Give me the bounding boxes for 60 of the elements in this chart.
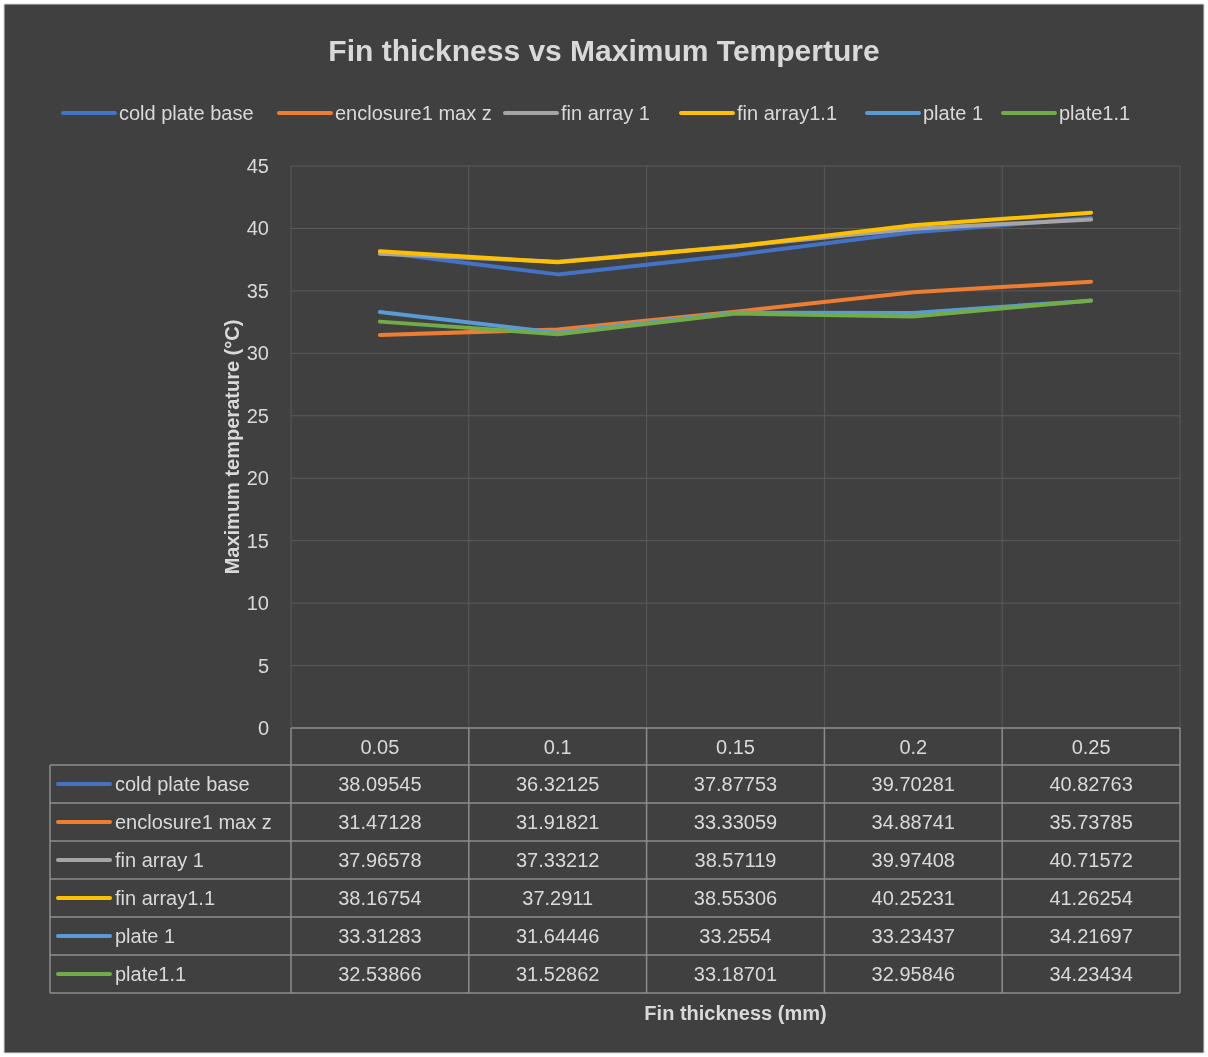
x-tick-label: 0.25: [1071, 735, 1111, 758]
data-label: 38.55306: [693, 887, 778, 909]
y-tick-label: 20: [246, 467, 269, 490]
data-label: 35.73785: [1049, 811, 1133, 833]
y-tick-label: 45: [246, 155, 269, 177]
data-label: 37.2911: [522, 887, 594, 909]
x-tick-label: 0.05: [360, 735, 400, 758]
data-label: 31.52862: [515, 963, 600, 985]
data-label: 33.33059: [693, 811, 778, 833]
data-label: 38.09545: [338, 773, 422, 795]
data-label: 38.16754: [338, 887, 422, 909]
text: Fin thickness (mm): [644, 1002, 827, 1024]
data-label: 40.82763: [1049, 773, 1133, 795]
y-tick-label: 10: [246, 592, 269, 615]
data-label: 34.88741: [871, 811, 956, 833]
legend-label: fin array1.1: [737, 102, 838, 124]
text: fin array1.1: [115, 887, 216, 909]
text: fin array 1: [115, 849, 204, 871]
x-tick-label: 0.1: [543, 735, 572, 758]
y-tick-label: 15: [246, 529, 269, 552]
y-tick-label: 25: [246, 404, 269, 427]
legend-label: fin array 1: [561, 102, 650, 124]
y-tick-label: 35: [246, 279, 269, 302]
text: enclosure1 max z: [115, 811, 272, 833]
data-label: 37.33212: [515, 849, 600, 871]
text: plate1.1: [115, 963, 187, 985]
x-tick-label: 0.15: [716, 735, 755, 758]
data-label: 41.26254: [1049, 887, 1133, 909]
data-label: 33.18701: [693, 963, 778, 985]
data-label: 32.95846: [871, 963, 956, 985]
y-tick-label: 0: [257, 717, 269, 739]
data-label: 36.32125: [515, 773, 600, 795]
data-label: 31.91821: [515, 811, 600, 833]
data-label: 40.25231: [871, 887, 956, 909]
legend-label: enclosure1 max z: [335, 102, 492, 124]
data-label: 39.70281: [871, 773, 956, 795]
y-tick-label: 40: [246, 217, 269, 240]
data-label: 34.21697: [1049, 925, 1133, 947]
data-label: 37.87753: [693, 773, 778, 795]
data-label: 37.96578: [338, 849, 422, 871]
data-label: 33.2554: [699, 925, 772, 947]
x-tick-label: 0.2: [899, 735, 928, 758]
data-label: 31.64446: [515, 925, 600, 947]
data-label: 32.53866: [338, 963, 422, 985]
data-label: 40.71572: [1049, 849, 1133, 871]
text: plate 1: [115, 925, 176, 947]
legend-label: plate 1: [923, 102, 984, 124]
chart-title: Fin thickness vs Maximum Temperture: [328, 34, 880, 67]
legend-label: cold plate base: [119, 102, 254, 124]
data-label: 33.31283: [338, 925, 422, 947]
data-label: 33.23437: [871, 925, 956, 947]
text: cold plate base: [115, 773, 250, 795]
y-tick-label: 30: [246, 342, 269, 365]
data-label: 39.97408: [871, 849, 956, 871]
data-label: 31.47128: [338, 811, 422, 833]
data-label: 38.57119: [694, 849, 777, 871]
data-label: 34.23434: [1049, 963, 1133, 985]
y-axis-title: Maximum temperature (°C): [221, 319, 243, 575]
legend-label: plate1.1: [1059, 102, 1131, 124]
y-tick-label: 5: [257, 654, 269, 677]
